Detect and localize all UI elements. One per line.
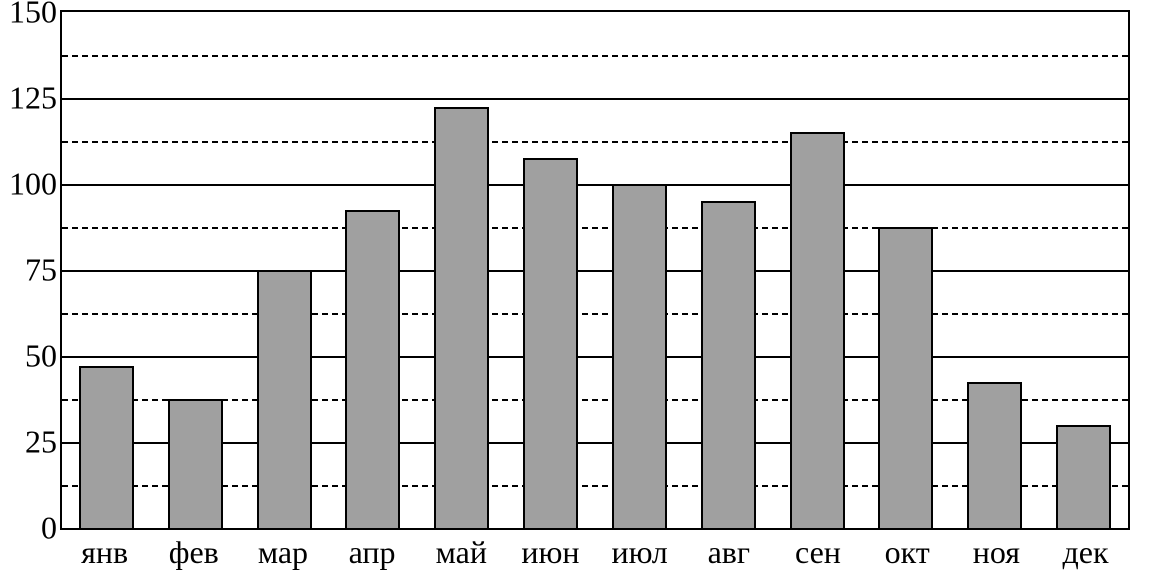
bar: [1056, 425, 1111, 528]
x-axis-labels: янвфевмарапрмайиюниюлавгсеноктноядек: [60, 534, 1130, 571]
bar: [79, 366, 134, 528]
x-tick-label: янв: [60, 534, 149, 571]
bar: [701, 201, 756, 528]
bar-slot: [417, 12, 506, 528]
x-tick-label: окт: [863, 534, 952, 571]
y-tick-label: 125: [2, 80, 57, 117]
bar-slot: [861, 12, 950, 528]
y-axis-labels: 0255075100125150: [2, 12, 57, 528]
x-tick-label: май: [417, 534, 506, 571]
y-tick-label: 150: [2, 0, 57, 31]
bar-chart: 0255075100125150 янвфевмарапрмайиюниюлав…: [60, 10, 1136, 571]
bar-slot: [773, 12, 862, 528]
x-tick-label: апр: [328, 534, 417, 571]
bar: [967, 382, 1022, 528]
x-tick-label: мар: [238, 534, 327, 571]
x-tick-label: авг: [684, 534, 773, 571]
x-tick-label: дек: [1041, 534, 1130, 571]
bar-slot: [328, 12, 417, 528]
bar-slot: [62, 12, 151, 528]
bar-slot: [684, 12, 773, 528]
y-tick-label: 100: [2, 166, 57, 203]
bar-slot: [506, 12, 595, 528]
bars-group: [62, 12, 1128, 528]
y-tick-label: 50: [2, 338, 57, 375]
x-tick-label: фев: [149, 534, 238, 571]
y-tick-label: 25: [2, 424, 57, 461]
bar-slot: [950, 12, 1039, 528]
x-tick-label: июл: [595, 534, 684, 571]
bar: [434, 107, 489, 528]
x-tick-label: сен: [773, 534, 862, 571]
bar: [790, 132, 845, 528]
plot-area: 0255075100125150: [60, 10, 1130, 530]
y-tick-label: 75: [2, 252, 57, 289]
bar: [257, 270, 312, 528]
x-tick-label: июн: [506, 534, 595, 571]
bar-slot: [595, 12, 684, 528]
bar: [168, 399, 223, 528]
bar: [612, 184, 667, 528]
bar: [345, 210, 400, 528]
bar: [523, 158, 578, 528]
bar-slot: [1039, 12, 1128, 528]
x-tick-label: ноя: [952, 534, 1041, 571]
y-tick-label: 0: [2, 510, 57, 547]
bar: [878, 227, 933, 528]
bar-slot: [151, 12, 240, 528]
bar-slot: [240, 12, 329, 528]
